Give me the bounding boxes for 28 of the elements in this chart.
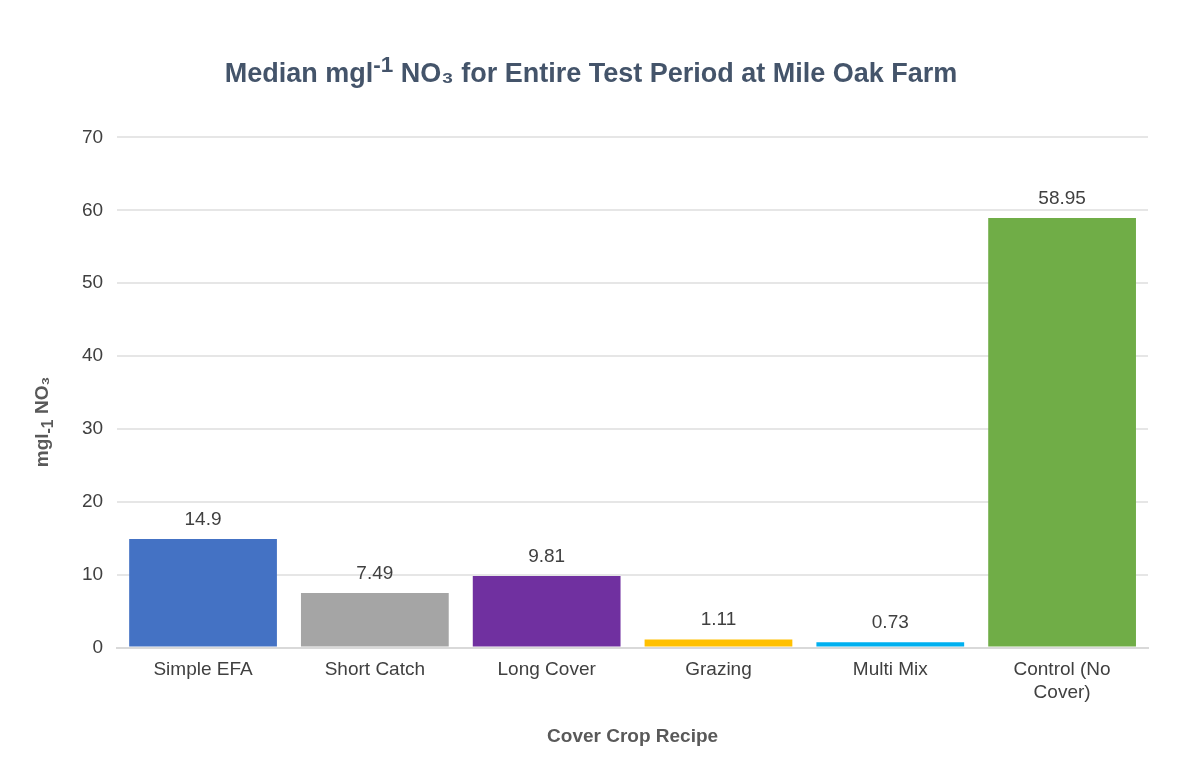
bar [300, 593, 449, 647]
data-label: 0.73 [871, 611, 909, 633]
data-label: 58.95 [1038, 186, 1086, 208]
bar [816, 642, 965, 647]
y-tick-label: 20 [81, 490, 104, 512]
y-tick-label: 60 [81, 198, 104, 220]
x-tick-label: Control (No Cover) [1013, 658, 1111, 703]
x-tick-label: Grazing [685, 658, 752, 680]
y-tick-label: 10 [81, 562, 104, 584]
data-label: 7.49 [356, 561, 394, 583]
x-tick-label: Short Catch [324, 658, 426, 680]
bar [129, 539, 277, 647]
x-tick-label: Long Cover [497, 658, 597, 680]
y-tick-label: 70 [81, 125, 104, 147]
data-label: 14.9 [184, 507, 222, 529]
data-label: 1.11 [700, 608, 737, 630]
y-tick-label: 30 [81, 417, 104, 439]
y-tick-label: 0 [92, 635, 104, 657]
bar [644, 639, 793, 647]
x-tick-label: Multi Mix [852, 658, 929, 680]
bar [472, 576, 621, 647]
bar [988, 217, 1136, 647]
y-tick-label: 50 [81, 271, 104, 293]
chart-title: Median mgl$^{-1}$ NO₃ for Entire Test Period at Mile Oak Farm [223, 51, 959, 90]
data-label: 9.81 [528, 544, 566, 566]
x-axis-title: Cover Crop Recipe [547, 724, 719, 746]
y-tick-label: 40 [81, 344, 104, 366]
x-tick-label: Simple EFA [153, 658, 253, 680]
